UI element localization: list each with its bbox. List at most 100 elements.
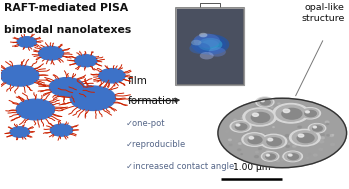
Circle shape — [208, 47, 226, 57]
Circle shape — [278, 103, 280, 104]
Circle shape — [201, 40, 219, 49]
Polygon shape — [176, 8, 244, 85]
Circle shape — [313, 126, 317, 128]
Circle shape — [260, 134, 287, 149]
Circle shape — [290, 129, 320, 146]
Circle shape — [261, 152, 279, 161]
Circle shape — [254, 156, 258, 158]
Circle shape — [246, 110, 273, 124]
Circle shape — [229, 144, 232, 146]
Circle shape — [50, 124, 73, 136]
Circle shape — [300, 117, 301, 118]
Circle shape — [288, 154, 298, 160]
Circle shape — [319, 116, 320, 117]
Circle shape — [258, 134, 262, 136]
Circle shape — [241, 117, 245, 119]
Text: film: film — [128, 76, 147, 86]
Circle shape — [243, 108, 276, 126]
Circle shape — [243, 115, 244, 116]
Circle shape — [309, 154, 311, 155]
Circle shape — [259, 148, 261, 150]
Circle shape — [288, 143, 290, 144]
Circle shape — [282, 108, 302, 119]
Circle shape — [286, 146, 289, 147]
Circle shape — [278, 146, 280, 148]
Text: bimodal nanolatexes: bimodal nanolatexes — [4, 25, 132, 35]
Circle shape — [320, 141, 324, 143]
Circle shape — [235, 123, 237, 124]
Circle shape — [284, 160, 288, 163]
Circle shape — [289, 154, 292, 156]
Circle shape — [273, 104, 309, 123]
Circle shape — [308, 124, 326, 133]
Circle shape — [236, 141, 238, 142]
Circle shape — [267, 138, 282, 146]
Circle shape — [282, 112, 284, 113]
Circle shape — [285, 135, 289, 137]
Circle shape — [244, 131, 247, 132]
Circle shape — [292, 131, 317, 144]
Circle shape — [325, 121, 329, 123]
Circle shape — [271, 107, 273, 108]
Circle shape — [238, 149, 241, 151]
Circle shape — [318, 125, 321, 127]
FancyBboxPatch shape — [176, 8, 244, 85]
Circle shape — [254, 132, 258, 134]
Circle shape — [321, 134, 325, 136]
Circle shape — [200, 52, 214, 60]
Circle shape — [263, 136, 284, 147]
Circle shape — [249, 142, 252, 143]
Circle shape — [282, 114, 285, 116]
Circle shape — [17, 37, 37, 47]
Circle shape — [266, 154, 269, 156]
Circle shape — [298, 126, 302, 128]
Circle shape — [247, 133, 249, 134]
Circle shape — [331, 143, 335, 146]
Circle shape — [256, 97, 274, 107]
Circle shape — [301, 159, 303, 160]
Circle shape — [191, 34, 229, 55]
Circle shape — [265, 141, 269, 143]
Circle shape — [281, 159, 283, 160]
Text: 1.00 μm: 1.00 μm — [233, 163, 270, 172]
Text: RAFT-mediated PISA: RAFT-mediated PISA — [4, 3, 128, 13]
Circle shape — [256, 131, 259, 133]
Circle shape — [276, 160, 280, 162]
Circle shape — [232, 122, 249, 131]
Text: ✓reproducible: ✓reproducible — [126, 140, 186, 149]
Circle shape — [266, 154, 275, 159]
Text: formation: formation — [128, 96, 179, 106]
Circle shape — [199, 33, 207, 37]
Circle shape — [194, 34, 220, 48]
Circle shape — [39, 46, 64, 60]
Circle shape — [326, 123, 328, 125]
Circle shape — [195, 36, 226, 53]
Circle shape — [255, 105, 258, 107]
Circle shape — [298, 134, 304, 137]
Circle shape — [272, 137, 275, 138]
Circle shape — [239, 142, 242, 143]
Circle shape — [282, 156, 284, 157]
Circle shape — [274, 118, 277, 120]
Circle shape — [281, 119, 284, 120]
Circle shape — [198, 38, 222, 51]
Circle shape — [273, 118, 277, 120]
Circle shape — [332, 134, 334, 135]
Circle shape — [70, 86, 116, 110]
Circle shape — [249, 137, 254, 139]
Circle shape — [242, 133, 267, 146]
Circle shape — [248, 136, 262, 144]
Circle shape — [320, 137, 324, 139]
Circle shape — [265, 135, 267, 136]
Circle shape — [244, 134, 265, 145]
Circle shape — [319, 148, 322, 150]
Circle shape — [300, 113, 303, 115]
Circle shape — [302, 109, 319, 118]
Circle shape — [252, 113, 259, 116]
Circle shape — [258, 98, 272, 106]
Circle shape — [268, 138, 273, 141]
Circle shape — [299, 140, 302, 142]
Circle shape — [251, 112, 270, 122]
Text: opal-like
structure: opal-like structure — [302, 3, 345, 23]
Circle shape — [315, 131, 318, 132]
